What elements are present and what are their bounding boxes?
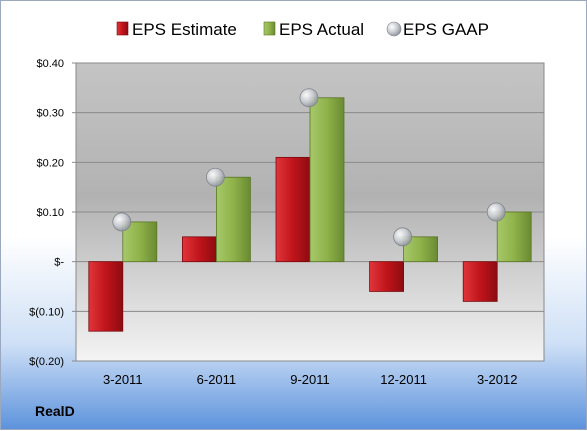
legend-label: EPS Actual <box>279 20 364 39</box>
bar-eps-estimate <box>181 236 217 263</box>
y-tick-label: $(0.20) <box>29 356 64 368</box>
company-name: RealD <box>35 403 75 419</box>
legend: EPS Estimate EPS Actual EPS GAAP <box>116 20 489 39</box>
x-tick-label: 3-2011 <box>103 372 143 387</box>
bar-eps-actual <box>496 211 532 263</box>
bar-eps-actual <box>215 176 251 263</box>
marker-eps-gaap <box>299 88 319 108</box>
x-tick-label: 6-2011 <box>197 372 237 387</box>
bar-eps-estimate <box>88 261 124 332</box>
x-axis: 3-2011 6-2011 9-2011 12-2011 3-2012 <box>103 372 517 387</box>
bar-eps-estimate <box>275 156 311 263</box>
legend-swatch <box>386 21 402 37</box>
marker-eps-gaap <box>112 212 132 232</box>
gaap-markers <box>112 88 506 247</box>
bar-eps-estimate <box>462 261 498 302</box>
marker-eps-gaap <box>393 227 413 247</box>
y-tick-label: $0.40 <box>36 58 64 70</box>
y-tick-label: $0.10 <box>36 207 64 219</box>
legend-swatch <box>263 21 276 36</box>
y-tick-label: $0.30 <box>36 108 64 120</box>
marker-eps-gaap <box>486 202 506 222</box>
y-tick-label: $- <box>54 257 64 269</box>
y-tick-label: $(0.10) <box>29 306 64 318</box>
bar-eps-estimate <box>369 261 405 292</box>
x-tick-label: 9-2011 <box>290 372 330 387</box>
x-tick-label: 3-2012 <box>477 372 517 387</box>
legend-label: EPS GAAP <box>403 20 489 39</box>
legend-label: EPS Estimate <box>132 20 237 39</box>
marker-eps-gaap <box>205 167 225 187</box>
y-axis: $0.40 $0.30 $0.20 $0.10 $- $(0.10) $(0.20) <box>29 58 76 368</box>
legend-swatch <box>116 21 129 36</box>
bar-eps-actual <box>309 97 345 263</box>
y-tick-label: $0.20 <box>36 157 64 169</box>
x-tick-label: 12-2011 <box>380 372 427 387</box>
